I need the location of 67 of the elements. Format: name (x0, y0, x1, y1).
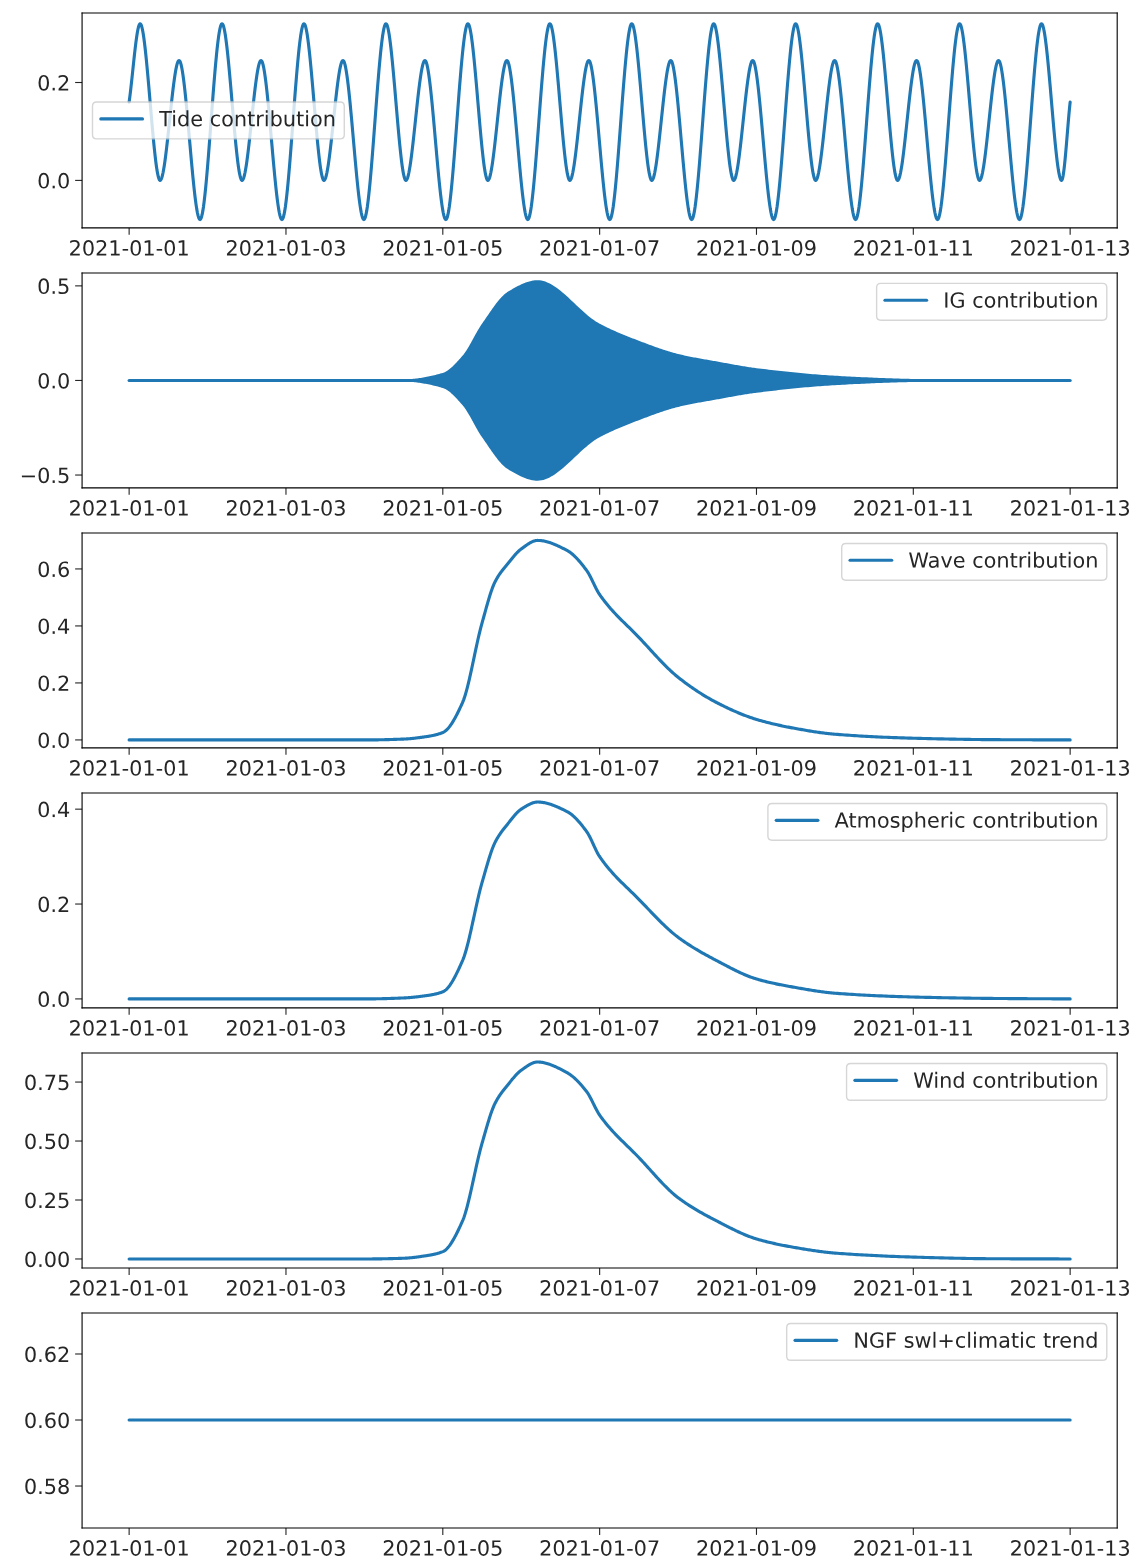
x-tick-label: 2021-01-07 (540, 500, 659, 516)
y-tick-label: 0.4 (38, 801, 70, 818)
x-tick-label: 2021-01-11 (854, 760, 972, 776)
x-tick-label: 2021-01-13 (1011, 1540, 1130, 1556)
y-tick-label: 0.60 (25, 1412, 69, 1429)
x-tick-label: 2021-01-05 (383, 240, 502, 256)
x-tick-label: 2021-01-03 (226, 1280, 345, 1296)
x-tick-label: 2021-01-05 (383, 1020, 502, 1036)
x-tick-label: 2021-01-09 (697, 500, 816, 516)
y-tick-label: 0.4 (38, 618, 70, 635)
y-tick-label: 0.0 (38, 991, 69, 1008)
legend-label: Wind contribution (913, 1071, 1097, 1088)
x-tick-label: 2021-01-11 (854, 1280, 972, 1296)
x-tick-label: 2021-01-05 (383, 760, 502, 776)
x-tick-label: 2021-01-09 (697, 1280, 816, 1296)
legend-label: IG contribution (945, 291, 1097, 308)
x-tick-label: 2021-01-01 (70, 760, 188, 776)
x-tick-label: 2021-01-01 (70, 1020, 188, 1036)
x-tick-label: 2021-01-01 (70, 1280, 188, 1296)
x-tick-label: 2021-01-09 (697, 1540, 816, 1556)
x-tick-label: 2021-01-05 (383, 1540, 502, 1556)
x-tick-label: 2021-01-11 (854, 240, 972, 256)
y-tick-label: 0.62 (25, 1346, 69, 1363)
x-tick-label: 2021-01-13 (1011, 240, 1130, 256)
x-tick-label: 2021-01-07 (540, 1020, 659, 1036)
x-tick-label: 2021-01-13 (1011, 500, 1130, 516)
y-tick-label: 0.2 (38, 74, 69, 91)
y-tick-label: 0.75 (25, 1074, 69, 1091)
x-tick-label: 2021-01-05 (383, 1280, 502, 1296)
x-tick-label: 2021-01-11 (854, 1540, 972, 1556)
legend-label: Atmospheric contribution (834, 811, 1097, 832)
x-tick-label: 2021-01-09 (697, 240, 816, 256)
x-tick-label: 2021-01-01 (70, 1540, 188, 1556)
legend-label: Wave contribution (909, 551, 1097, 568)
x-tick-label: 2021-01-11 (854, 500, 972, 516)
x-tick-label: 2021-01-11 (854, 1020, 972, 1036)
x-tick-label: 2021-01-03 (226, 1020, 345, 1036)
y-tick-label: 0.25 (25, 1192, 69, 1209)
y-tick-label: 0.6 (38, 561, 69, 578)
x-tick-label: 2021-01-13 (1011, 1280, 1130, 1296)
x-tick-label: 2021-01-13 (1011, 760, 1130, 776)
x-tick-label: 2021-01-03 (226, 760, 345, 776)
legend-label: NGF swl+climatic trend (855, 1331, 1097, 1348)
y-tick-label: 0.0 (38, 732, 69, 749)
x-tick-label: 2021-01-09 (697, 760, 816, 776)
x-tick-label: 2021-01-07 (540, 1540, 659, 1556)
legend-label: Tide contribution (159, 110, 335, 127)
y-tick-label: 0.2 (38, 896, 69, 913)
x-tick-label: 2021-01-03 (226, 240, 345, 256)
y-tick-label: 0.58 (25, 1478, 69, 1495)
x-tick-label: 2021-01-07 (540, 1280, 659, 1296)
x-tick-label: 2021-01-01 (70, 500, 188, 516)
y-tick-label: 0.00 (25, 1251, 69, 1268)
x-tick-label: 2021-01-01 (70, 240, 188, 256)
y-tick-label: 0.50 (25, 1133, 69, 1150)
x-tick-label: 2021-01-03 (226, 1540, 345, 1556)
x-tick-label: 2021-01-09 (697, 1020, 816, 1036)
y-tick-label: 0.2 (38, 675, 69, 692)
x-tick-label: 2021-01-05 (383, 500, 502, 516)
y-tick-label: 0.0 (38, 372, 69, 389)
x-tick-label: 2021-01-03 (226, 500, 345, 516)
y-tick-label: −0.5 (21, 467, 69, 484)
x-tick-label: 2021-01-07 (540, 760, 659, 776)
x-tick-label: 2021-01-07 (540, 240, 659, 256)
y-tick-label: 0.5 (38, 278, 69, 295)
y-tick-label: 0.0 (38, 172, 69, 189)
x-tick-label: 2021-01-13 (1011, 1020, 1130, 1036)
